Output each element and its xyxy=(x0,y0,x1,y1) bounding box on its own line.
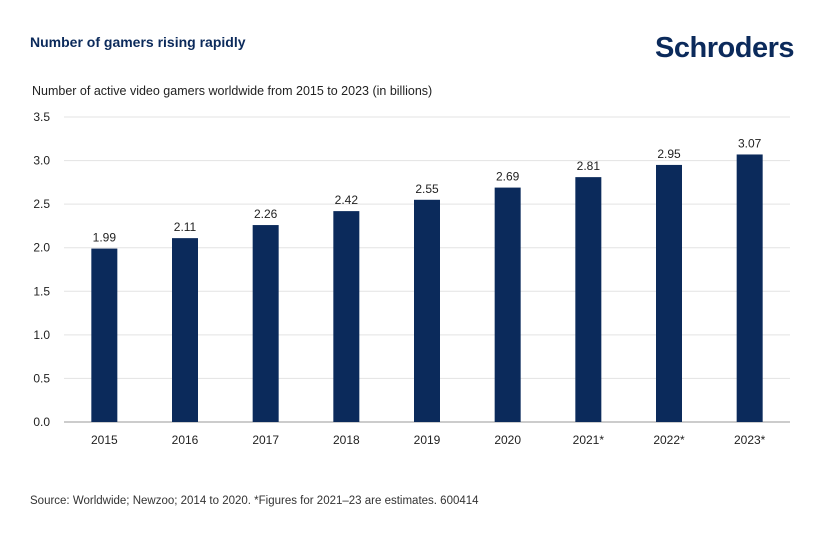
bar xyxy=(172,238,198,422)
source-note: Source: Worldwide; Newzoo; 2014 to 2020.… xyxy=(30,495,479,507)
chart-title: Number of active video gamers worldwide … xyxy=(32,84,433,98)
bar xyxy=(494,187,521,422)
bar xyxy=(736,154,763,422)
x-tick-label: 2020 xyxy=(494,433,521,447)
data-label: 2.95 xyxy=(657,147,681,161)
data-label: 2.42 xyxy=(335,193,359,207)
x-tick-label: 2021* xyxy=(573,433,605,447)
y-tick-label: 0.0 xyxy=(33,415,50,429)
chart-headline: Number of gamers rising rapidly xyxy=(30,34,246,50)
y-tick-label: 1.5 xyxy=(33,284,50,298)
y-tick-label: 1.0 xyxy=(33,328,50,342)
data-label: 2.55 xyxy=(415,182,439,196)
data-label: 2.69 xyxy=(496,170,520,184)
data-label: 2.81 xyxy=(577,159,601,173)
bar xyxy=(575,177,602,422)
data-label: 3.07 xyxy=(738,136,762,150)
bar xyxy=(656,164,682,422)
y-tick-label: 0.5 xyxy=(33,371,50,385)
y-tick-label: 2.0 xyxy=(33,241,50,255)
y-tick-label: 3.0 xyxy=(33,154,50,168)
bar xyxy=(252,225,279,422)
x-tick-label: 2016 xyxy=(172,433,199,447)
bar xyxy=(91,248,118,422)
x-tick-label: 2019 xyxy=(414,433,441,447)
y-tick-label: 2.5 xyxy=(33,197,50,211)
x-tick-label: 2022* xyxy=(653,433,685,447)
data-label: 2.11 xyxy=(174,220,197,234)
data-label: 1.99 xyxy=(93,231,117,245)
data-label: 2.26 xyxy=(254,207,278,221)
x-tick-label: 2015 xyxy=(91,433,118,447)
x-tick-label: 2018 xyxy=(333,433,360,447)
x-tick-label: 2023* xyxy=(734,433,766,447)
bar xyxy=(414,199,440,422)
bar xyxy=(333,211,360,422)
schroders-logo: Schroders xyxy=(655,32,794,64)
y-tick-label: 3.5 xyxy=(33,110,50,124)
x-tick-label: 2017 xyxy=(252,433,279,447)
